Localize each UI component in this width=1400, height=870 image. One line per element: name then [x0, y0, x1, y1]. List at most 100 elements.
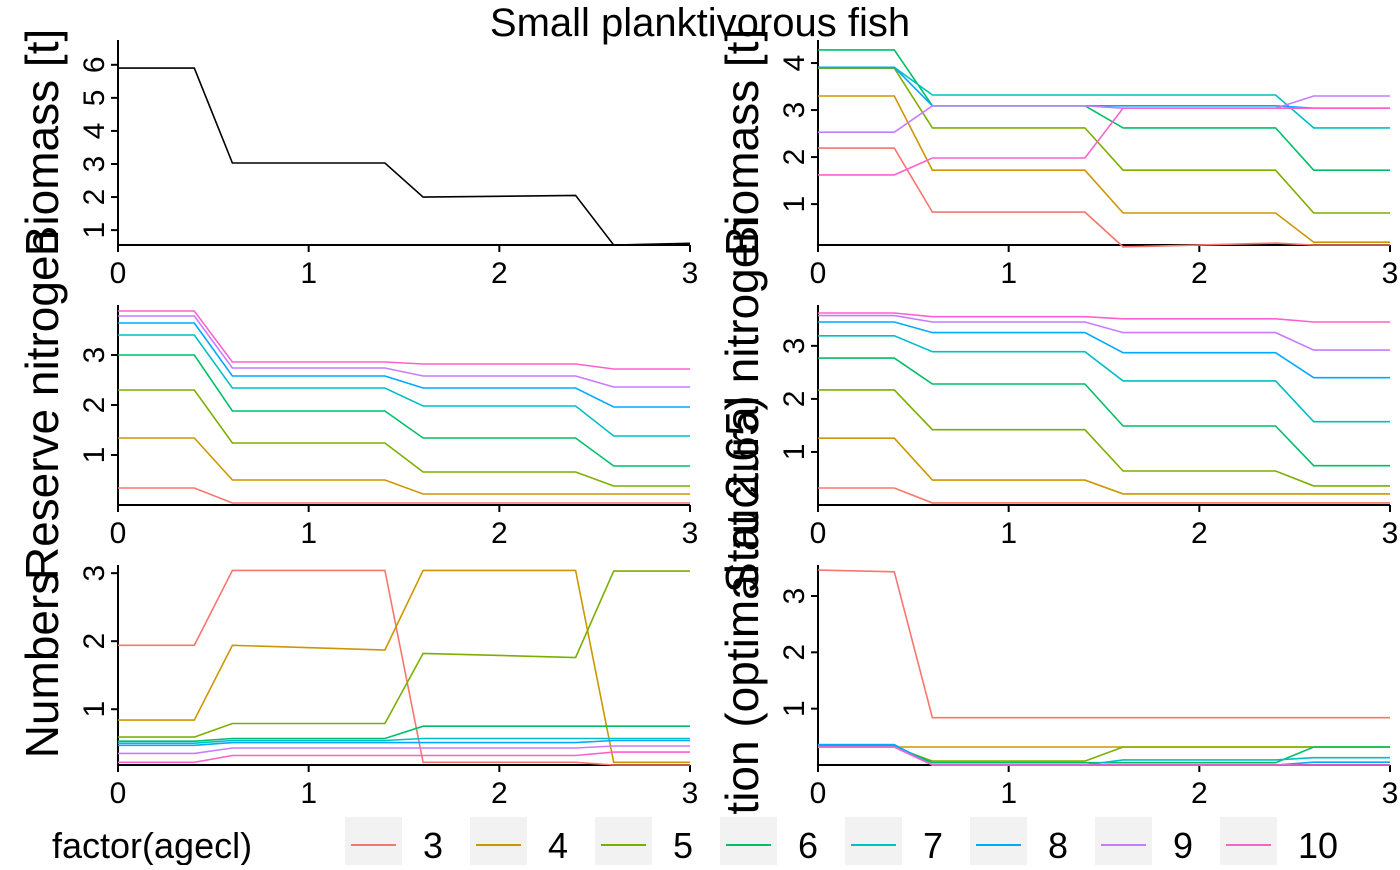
y-tick-label: 6 — [78, 56, 111, 73]
figure-title: Small planktivorous fish — [490, 1, 910, 45]
y-tick-label: 3 — [78, 156, 111, 173]
data-line — [818, 312, 1390, 323]
x-tick-label: 1 — [300, 517, 317, 550]
x-tick-label: 3 — [1382, 777, 1399, 810]
legend-key — [720, 817, 777, 870]
x-tick-label: 0 — [110, 777, 127, 810]
data-line — [118, 354, 690, 467]
data-line — [818, 66, 1390, 129]
data-line — [118, 67, 691, 246]
legend-label: 4 — [548, 825, 568, 865]
data-line — [118, 334, 690, 437]
data-line — [118, 739, 690, 747]
x-tick-label: 2 — [491, 517, 508, 550]
x-tick-label: 1 — [1000, 257, 1017, 290]
data-line — [118, 315, 690, 388]
data-line — [118, 737, 690, 745]
x-tick-label: 3 — [682, 517, 699, 550]
data-line — [818, 107, 1390, 176]
data-line — [818, 321, 1390, 379]
data-line — [818, 147, 1390, 248]
x-tick-label: 3 — [682, 777, 699, 810]
data-line — [818, 389, 1390, 487]
legend-label: 6 — [798, 825, 818, 865]
data-line — [118, 751, 690, 764]
legend-key — [595, 817, 652, 870]
legend-label: 10 — [1298, 825, 1338, 865]
x-tick-label: 0 — [810, 257, 827, 290]
x-tick-label: 0 — [810, 517, 827, 550]
y-axis-label: Biomass [t] — [16, 29, 68, 257]
y-axis-label: Biomass [t] — [716, 29, 768, 257]
legend-key — [970, 817, 1027, 870]
y-tick-label: 3 — [778, 338, 811, 355]
y-tick-label: 4 — [778, 55, 811, 72]
y-axis-label: Condition (optimal at 2.65) — [716, 395, 768, 865]
x-tick-label: 2 — [1191, 257, 1208, 290]
data-line — [818, 487, 1390, 504]
data-line — [118, 487, 690, 504]
data-line — [118, 745, 690, 755]
x-tick-label: 2 — [491, 257, 508, 290]
data-line — [818, 95, 1390, 133]
y-tick-label: 1 — [778, 700, 811, 717]
x-tick-label: 3 — [682, 257, 699, 290]
legend-key — [470, 817, 527, 870]
y-tick-label: 4 — [78, 123, 111, 140]
data-line — [818, 49, 1390, 171]
x-tick-label: 1 — [1000, 777, 1017, 810]
data-line — [118, 437, 690, 495]
legend-label: 8 — [1048, 825, 1068, 865]
y-tick-label: 3 — [778, 588, 811, 605]
data-line — [118, 310, 690, 370]
x-tick-label: 1 — [300, 777, 317, 810]
legend-key — [1220, 817, 1277, 870]
data-line — [818, 95, 1390, 243]
y-tick-label: 5 — [78, 90, 111, 107]
y-tick-label: 1 — [778, 196, 811, 213]
y-tick-label: 2 — [778, 644, 811, 661]
x-tick-label: 0 — [810, 777, 827, 810]
x-tick-label: 2 — [491, 777, 508, 810]
y-tick-label: 2 — [778, 391, 811, 408]
y-tick-label: 1 — [78, 701, 111, 718]
x-tick-label: 1 — [300, 257, 317, 290]
x-tick-label: 1 — [1000, 517, 1017, 550]
data-line — [818, 746, 1390, 766]
legend-key — [1095, 817, 1152, 870]
data-line — [818, 314, 1390, 351]
data-line — [818, 437, 1390, 495]
y-tick-label: 1 — [78, 447, 111, 464]
legend-label: 7 — [923, 825, 943, 865]
data-line — [118, 389, 690, 487]
data-line — [818, 67, 1390, 214]
y-tick-label: 3 — [778, 102, 811, 119]
y-tick-label: 2 — [78, 189, 111, 206]
x-tick-label: 2 — [1191, 517, 1208, 550]
legend-label: 5 — [673, 825, 693, 865]
x-tick-label: 0 — [110, 517, 127, 550]
x-tick-label: 0 — [110, 257, 127, 290]
y-axis-label: Structural nitrogen — [716, 217, 768, 593]
data-line — [118, 570, 690, 738]
legend-key — [845, 817, 902, 870]
legend-key — [345, 817, 402, 870]
data-line — [817, 569, 1390, 719]
data-line — [118, 569, 690, 764]
y-tick-label: 2 — [78, 633, 111, 650]
y-tick-label: 1 — [778, 444, 811, 461]
y-tick-label: 2 — [78, 397, 111, 414]
legend-label: 9 — [1173, 825, 1193, 865]
data-line — [818, 334, 1390, 423]
y-axis-label: Numbers — [16, 572, 68, 759]
y-tick-label: 3 — [78, 347, 111, 364]
x-tick-label: 2 — [1191, 777, 1208, 810]
data-line — [818, 357, 1390, 467]
x-tick-label: 3 — [1382, 257, 1399, 290]
y-axis-label: Reserve nitrogen — [16, 230, 68, 580]
data-line — [118, 569, 690, 766]
y-tick-label: 3 — [78, 565, 111, 582]
y-tick-label: 1 — [78, 222, 111, 239]
